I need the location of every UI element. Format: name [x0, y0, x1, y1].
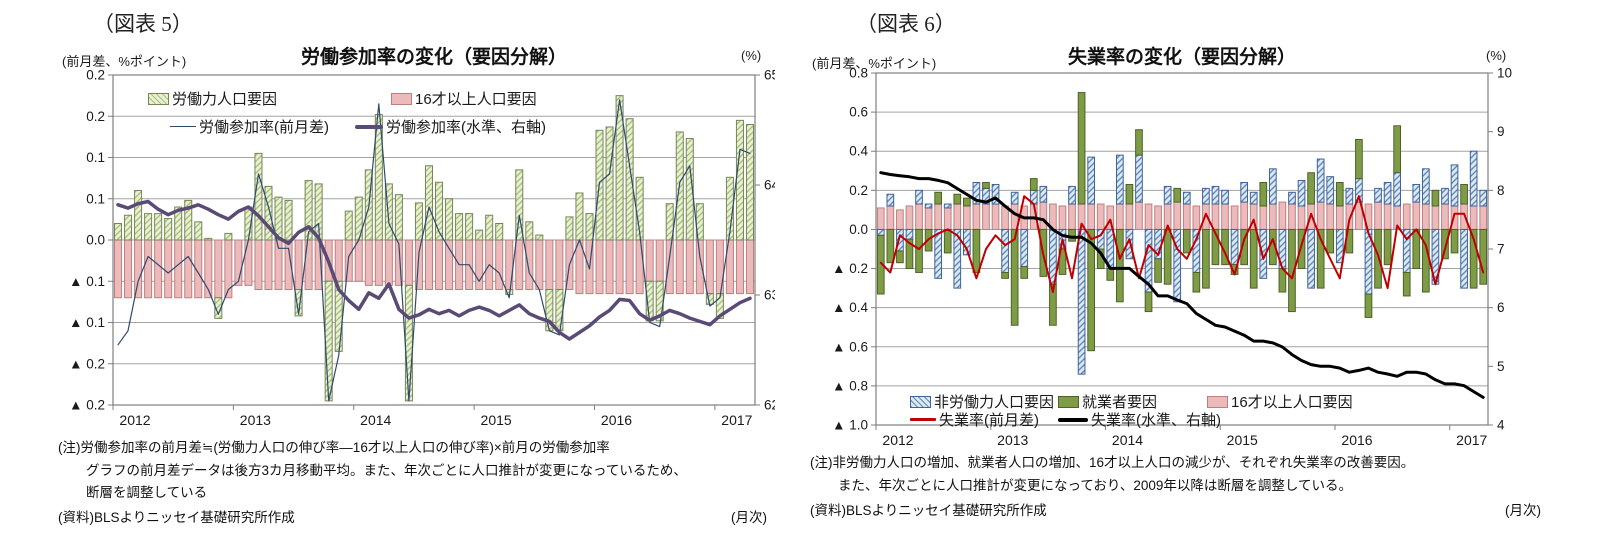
note-line: (注)非労働力人口の増加、就業者人口の増加、16才以上人口の減少が、それぞれ失業… [810, 455, 1415, 470]
legend-item-participation-level: 労働参加率(水準、右軸) [355, 116, 546, 137]
svg-text:0.1: 0.1 [86, 191, 105, 206]
figure6-right-axis-unit: (%) [1486, 48, 1507, 63]
svg-text:2017: 2017 [1456, 432, 1487, 448]
svg-text:2016: 2016 [1341, 432, 1372, 448]
olive-swatch-icon [1058, 395, 1079, 408]
figure6-unit-label: (前月差、%ポイント) [812, 56, 937, 71]
svg-text:0.2: 0.2 [849, 183, 868, 198]
svg-text:63: 63 [764, 288, 775, 303]
svg-text:▲ 0.2: ▲ 0.2 [69, 398, 105, 413]
svg-text:2015: 2015 [1227, 432, 1258, 448]
svg-text:62: 62 [764, 398, 775, 413]
pink-swatch-icon [1207, 395, 1228, 408]
svg-text:0.1: 0.1 [86, 150, 105, 165]
figure5-notes: (注)労働参加率の前月差≒(労働力人口の伸び率―16才以上人口の伸び率)×前月の… [58, 437, 687, 505]
svg-text:65: 65 [764, 68, 775, 83]
legend-label: 16才以上人口要因 [1231, 394, 1353, 411]
legend-item-unemployment-level: 失業率(水準、右軸) [1058, 409, 1221, 430]
svg-text:▲ 0.1: ▲ 0.1 [69, 274, 105, 289]
figure5-unit-label: (前月差、%ポイント) [62, 54, 187, 69]
svg-text:0.4: 0.4 [849, 144, 868, 159]
figure6-label: （図表 6） [856, 12, 956, 36]
figure5-label: （図表 5） [93, 12, 193, 36]
svg-text:10: 10 [1497, 66, 1512, 81]
svg-text:2013: 2013 [997, 432, 1028, 448]
svg-text:▲ 0.2: ▲ 0.2 [832, 261, 868, 276]
svg-text:▲ 1.0: ▲ 1.0 [832, 418, 868, 433]
purple-line-swatch-icon [355, 124, 383, 129]
figure6-notes: (注)非労働力人口の増加、就業者人口の増加、16才以上人口の減少が、それぞれ失業… [810, 452, 1414, 497]
svg-text:▲ 0.2: ▲ 0.2 [69, 356, 105, 371]
svg-text:2014: 2014 [360, 412, 391, 428]
svg-text:2012: 2012 [882, 432, 913, 448]
pink-swatch-icon [391, 92, 412, 105]
svg-text:8: 8 [1497, 183, 1505, 198]
legend-item-pop16-factor: 16才以上人口要因 [391, 88, 537, 109]
svg-text:0.6: 0.6 [849, 105, 868, 120]
svg-text:0.8: 0.8 [849, 66, 868, 81]
figure6-chart-plot: 0.8 0.6 0.4 0.2 0.0 ▲ 0.2 ▲ 0.4 ▲ 0.6 ▲ 0.8 ▲ 1.0… [832, 66, 1512, 449]
green-hatch-swatch-icon [148, 92, 169, 105]
svg-text:▲ 0.8: ▲ 0.8 [832, 378, 868, 393]
thin-line-swatch-icon [170, 126, 196, 127]
note-line: (注)労働参加率の前月差≒(労働力人口の伸び率―16才以上人口の伸び率)×前月の… [58, 440, 610, 455]
figure5-right-axis-unit: (%) [741, 48, 762, 63]
legend-item-labor-force-factor: 労働力人口要因 [148, 88, 277, 109]
blue-hatch-swatch-icon [910, 395, 931, 408]
svg-text:0.0: 0.0 [86, 233, 105, 248]
svg-text:0.2: 0.2 [86, 109, 105, 124]
figure5-title: 労働参加率の変化（要因分解） [300, 47, 567, 68]
legend-item-participation-mom: 労働参加率(前月差) [170, 116, 329, 137]
legend-label: 16才以上人口要因 [415, 91, 537, 108]
note-line: グラフの前月差データは後方3カ月移動平均。また、年次ごとに人口推計が変更になって… [86, 462, 687, 478]
black-line-swatch-icon [1058, 417, 1088, 422]
note-line: また、年次ごとに人口推計が変更になっており、2009年以降は断層を調整している。 [838, 477, 1353, 493]
figure6-source: (資料)BLSよりニッセイ基礎研究所作成 [810, 503, 1047, 518]
legend-label: 労働力人口要因 [172, 91, 278, 108]
svg-text:2016: 2016 [601, 412, 632, 428]
figure5-chart-plot: 0.2 0.2 0.1 0.1 0.0 ▲ 0.1 ▲ 0.1 ▲ 0.2 ▲ 0.2 65 64 6… [69, 68, 775, 429]
legend-item-nonlabor-factor: 非労働力人口要因 [910, 391, 1054, 412]
svg-text:0.0: 0.0 [849, 222, 868, 237]
svg-text:2012: 2012 [119, 412, 150, 428]
svg-text:64: 64 [764, 178, 775, 193]
figure5-source: (資料)BLSよりニッセイ基礎研究所作成 [58, 510, 295, 525]
legend-label: 労働参加率(前月差) [199, 119, 329, 136]
svg-text:2014: 2014 [1112, 432, 1143, 448]
legend-label: 労働参加率(水準、右軸) [386, 119, 546, 136]
figure5-frequency: (月次) [731, 510, 767, 525]
legend-label: 失業率(水準、右軸) [1091, 412, 1221, 429]
svg-text:9: 9 [1497, 124, 1505, 139]
svg-text:5: 5 [1497, 359, 1505, 374]
legend-item-pop16-factor: 16才以上人口要因 [1207, 391, 1353, 412]
svg-text:4: 4 [1497, 418, 1505, 433]
figure6-title: 失業率の変化（要因分解） [1067, 47, 1296, 68]
svg-text:2015: 2015 [481, 412, 512, 428]
red-line-swatch-icon [910, 418, 936, 421]
svg-text:0.2: 0.2 [86, 68, 105, 83]
figure6-frequency: (月次) [1505, 503, 1541, 518]
svg-text:▲ 0.4: ▲ 0.4 [832, 300, 868, 315]
legend-label: 失業率(前月差) [939, 412, 1039, 429]
svg-text:2013: 2013 [240, 412, 271, 428]
note-line: 断層を調整している [86, 485, 208, 500]
svg-text:2017: 2017 [721, 412, 752, 428]
legend-item-unemployment-mom: 失業率(前月差) [910, 409, 1039, 430]
svg-text:▲ 0.1: ▲ 0.1 [69, 315, 105, 330]
svg-text:▲ 0.6: ▲ 0.6 [832, 339, 868, 354]
legend-item-employment-factor: 就業者要因 [1058, 391, 1157, 412]
svg-text:7: 7 [1497, 242, 1505, 257]
legend-label: 非労働力人口要因 [934, 394, 1055, 411]
svg-text:6: 6 [1497, 300, 1505, 315]
legend-label: 就業者要因 [1082, 394, 1158, 411]
